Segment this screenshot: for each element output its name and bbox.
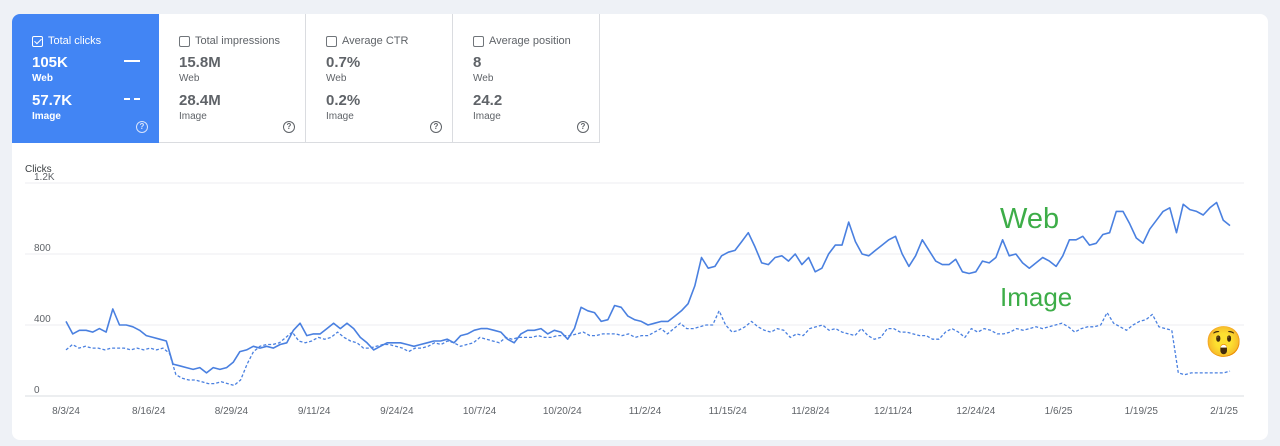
metric-header: Average position (473, 35, 571, 47)
metric-tabs: Total clicks 105K Web 57.7K Image ? Tota… (12, 14, 600, 144)
image-label: Image (326, 111, 354, 122)
web-label: Web (326, 73, 347, 84)
metric-average-ctr[interactable]: Average CTR 0.7% Web 0.2% Image ? (306, 14, 453, 143)
checkbox-checked-icon[interactable] (32, 35, 43, 47)
metric-header: Total clicks (32, 35, 101, 47)
dashed-line-legend-icon (124, 98, 140, 100)
web-label: Web (473, 73, 494, 84)
help-icon[interactable]: ? (430, 121, 442, 133)
metric-average-position[interactable]: Average position 8 Web 24.2 Image ? (453, 14, 600, 143)
help-icon[interactable]: ? (577, 121, 589, 133)
metric-header: Total impressions (179, 35, 280, 47)
help-icon[interactable]: ? (136, 121, 148, 133)
checkbox-unchecked-icon[interactable] (179, 35, 190, 47)
metric-header: Average CTR (326, 35, 408, 47)
image-value: 28.4M (179, 92, 221, 109)
web-value: 8 (473, 54, 482, 71)
metric-total-clicks[interactable]: Total clicks 105K Web 57.7K Image ? (12, 14, 159, 143)
web-label: Web (32, 73, 53, 84)
solid-line-legend-icon (124, 60, 140, 62)
image-label: Image (473, 111, 501, 122)
image-value: 0.2% (326, 92, 361, 109)
image-label: Image (32, 111, 61, 122)
image-label: Image (179, 111, 207, 122)
image-value: 24.2 (473, 92, 503, 109)
web-value: 15.8M (179, 54, 221, 71)
metric-total-impressions[interactable]: Total impressions 15.8M Web 28.4M Image … (159, 14, 306, 143)
web-value: 0.7% (326, 54, 361, 71)
metric-label: Total clicks (48, 35, 102, 47)
metric-label: Average position (489, 35, 571, 47)
performance-card: Total clicks 105K Web 57.7K Image ? Tota… (12, 14, 1268, 440)
web-label: Web (179, 73, 200, 84)
web-value: 105K (32, 54, 68, 71)
help-icon[interactable]: ? (283, 121, 295, 133)
checkbox-unchecked-icon[interactable] (473, 35, 484, 47)
image-value: 57.7K (32, 92, 73, 109)
checkbox-unchecked-icon[interactable] (326, 35, 337, 47)
metric-label: Average CTR (342, 35, 409, 47)
metric-label: Total impressions (195, 35, 280, 47)
